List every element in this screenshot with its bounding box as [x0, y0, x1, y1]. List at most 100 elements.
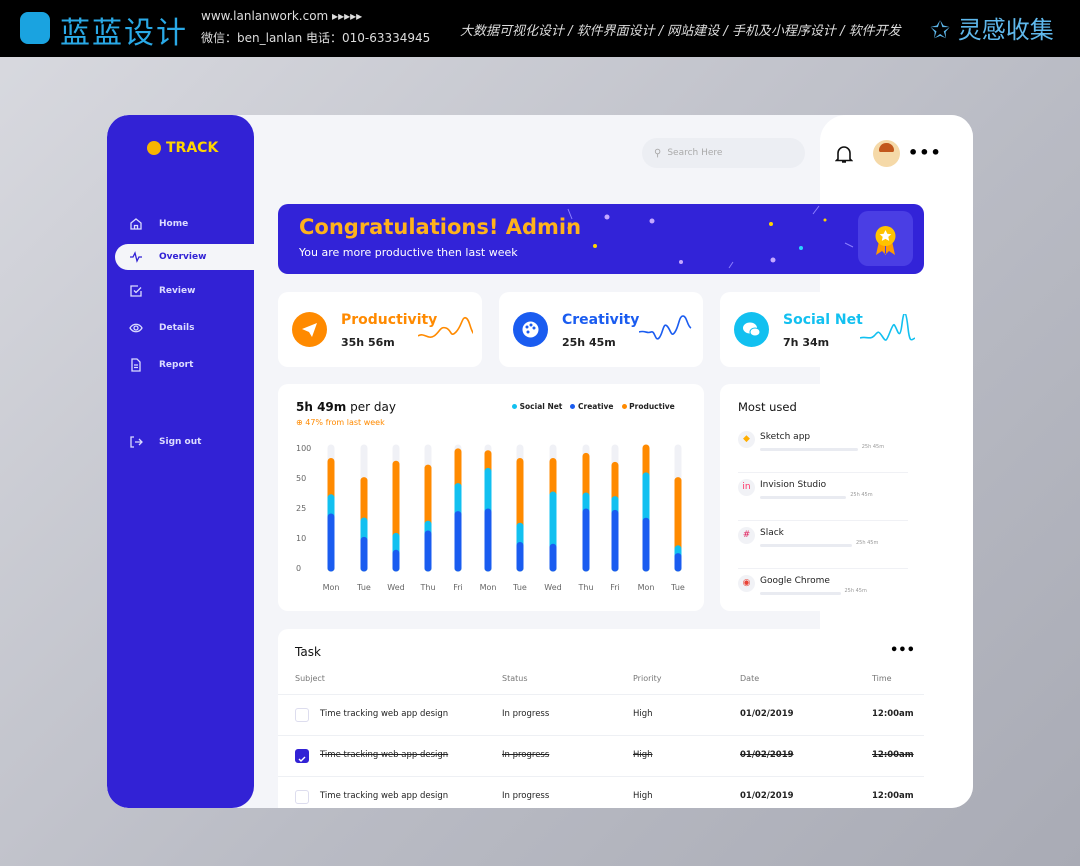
- x-tick-label: Mon: [480, 583, 497, 592]
- task-checkbox[interactable]: [295, 790, 309, 804]
- task-checkbox[interactable]: [295, 749, 309, 763]
- sidebar-item-review[interactable]: Review: [129, 278, 254, 304]
- most-used-title: Most used: [738, 400, 797, 414]
- sidebar: TRACK Home Overview Review Details Repor…: [107, 115, 254, 808]
- table-row[interactable]: Time tracking web app design In progress…: [278, 694, 924, 735]
- column-header[interactable]: Time: [872, 674, 892, 683]
- task-checkbox[interactable]: [295, 708, 309, 722]
- chart-subtitle: ⊕ 47% from last week: [296, 418, 385, 427]
- sidebar-item-report[interactable]: Report: [129, 352, 254, 378]
- search-placeholder: Search Here: [667, 148, 723, 158]
- x-tick-label: Tue: [512, 583, 527, 592]
- logo-text: TRACK: [166, 140, 219, 156]
- task-priority: High: [633, 750, 653, 760]
- most-used-item[interactable]: ◆ Sketch app 25h 45m: [738, 425, 908, 473]
- chart-title: 5h 49m per day: [296, 400, 396, 414]
- usage-time: 25h 45m: [861, 444, 885, 450]
- brand-name: 蓝蓝设计: [60, 16, 188, 51]
- sidebar-item-overview[interactable]: Overview: [115, 244, 254, 270]
- chart-subtitle-text: 47% from last week: [305, 418, 385, 427]
- task-date: 01/02/2019: [740, 750, 794, 760]
- task-date: 01/02/2019: [740, 709, 794, 719]
- app-name: Invision Studio: [760, 480, 827, 490]
- confetti-decoration: [567, 205, 854, 269]
- most-used-item[interactable]: in Invision Studio 25h 45m: [738, 473, 908, 521]
- search-icon: ⚲: [654, 147, 662, 159]
- legend-creative: Creative: [570, 402, 614, 411]
- eye-icon: [129, 323, 143, 333]
- app-name: Google Chrome: [760, 576, 830, 586]
- most-used-item[interactable]: ◉ Google Chrome 25h 45m: [738, 569, 908, 617]
- sign-out-button[interactable]: Sign out: [129, 429, 254, 455]
- sidebar-item-label: Overview: [159, 252, 207, 262]
- column-header[interactable]: Status: [502, 674, 528, 683]
- app-logo[interactable]: TRACK: [147, 140, 218, 156]
- legend-social-net: Social Net: [512, 402, 562, 411]
- site-url: www.lanlanwork.com ▸▸▸▸▸: [201, 9, 363, 23]
- task-time: 12:00am: [872, 709, 914, 719]
- most-used-item[interactable]: # Slack 25h 45m: [738, 521, 908, 569]
- x-tick-label: Thu: [577, 583, 593, 592]
- stat-card-productivity[interactable]: Productivity 35h 56m: [278, 292, 482, 367]
- usage-bar: [760, 544, 852, 547]
- table-row[interactable]: Time tracking web app design In progress…: [278, 776, 924, 808]
- more-options-icon[interactable]: •••: [908, 143, 942, 162]
- brand-logo-icon: [20, 12, 50, 44]
- sign-out-label: Sign out: [159, 437, 202, 447]
- task-subject: Time tracking web app design: [320, 791, 449, 801]
- arrow-up-circle-icon: ⊕: [296, 418, 303, 427]
- stacked-bar-chart: 0 10 25 50 100 Mon Tue Wed Thu Fri Mon Tue Wed Thu Fri…: [296, 444, 685, 592]
- stat-name: Social Net: [783, 312, 863, 328]
- activity-icon: [130, 251, 142, 263]
- y-tick-label: 50: [296, 474, 306, 483]
- avatar[interactable]: [873, 140, 900, 167]
- task-title: Task: [295, 645, 321, 659]
- stat-value: 25h 45m: [562, 336, 616, 349]
- column-header[interactable]: Subject: [295, 674, 325, 683]
- task-time: 12:00am: [872, 791, 914, 801]
- task-priority: High: [633, 709, 653, 719]
- contact-info: 微信：ben_lanlan 电话：010-63334945: [201, 31, 431, 45]
- home-icon: [130, 218, 142, 230]
- task-subject: Time tracking web app design: [320, 750, 449, 760]
- task-status: In progress: [502, 791, 550, 801]
- sidebar-item-label: Details: [159, 323, 195, 333]
- sidebar-item-details[interactable]: Details: [129, 315, 254, 341]
- secondary-brand-text: 灵感收集: [957, 16, 1054, 44]
- task-date: 01/02/2019: [740, 791, 794, 801]
- task-status: In progress: [502, 709, 550, 719]
- y-tick-label: 0: [296, 564, 301, 573]
- chat-bubbles-icon: [734, 312, 769, 347]
- bell-icon[interactable]: [834, 144, 854, 168]
- palette-icon: [513, 312, 548, 347]
- star-icon: ✩: [930, 16, 951, 44]
- paper-plane-icon: [292, 312, 327, 347]
- search-input[interactable]: ⚲ Search Here: [642, 138, 805, 168]
- sign-out-icon: [130, 436, 143, 448]
- y-tick-label: 10: [296, 534, 306, 543]
- stat-card-creativity[interactable]: Creativity 25h 45m: [499, 292, 703, 367]
- medal-icon: [875, 226, 896, 255]
- task-time: 12:00am: [872, 750, 914, 760]
- usage-bar: [760, 592, 841, 595]
- sidebar-item-home[interactable]: Home: [129, 211, 254, 237]
- usage-bar: [760, 496, 847, 499]
- usage-time: 25h 45m: [850, 492, 873, 498]
- stat-card-social-net[interactable]: Social Net 7h 34m: [720, 292, 924, 367]
- award-badge: [858, 211, 913, 266]
- task-more-icon[interactable]: •••: [890, 643, 915, 658]
- table-row[interactable]: Time tracking web app design In progress…: [278, 735, 924, 776]
- task-card: Task ••• Subject Status Priority Date Time T…: [278, 629, 924, 808]
- wave-sparkline: [639, 315, 692, 340]
- chart-legend: Social Net Creative Productive: [512, 402, 675, 411]
- task-status: In progress: [502, 750, 550, 760]
- sidebar-item-label: Review: [159, 286, 196, 296]
- app-name: Slack: [760, 528, 784, 538]
- most-used-card: Most used ◆ Sketch app 25h 45m in Invisi…: [720, 384, 924, 611]
- checkbox-icon: [130, 285, 142, 297]
- column-header[interactable]: Date: [740, 674, 760, 683]
- chart-title-value: 5h 49m: [296, 400, 347, 414]
- sidebar-item-label: Report: [159, 360, 194, 370]
- banner-title: Congratulations! Admin: [299, 215, 582, 239]
- column-header[interactable]: Priority: [633, 674, 662, 683]
